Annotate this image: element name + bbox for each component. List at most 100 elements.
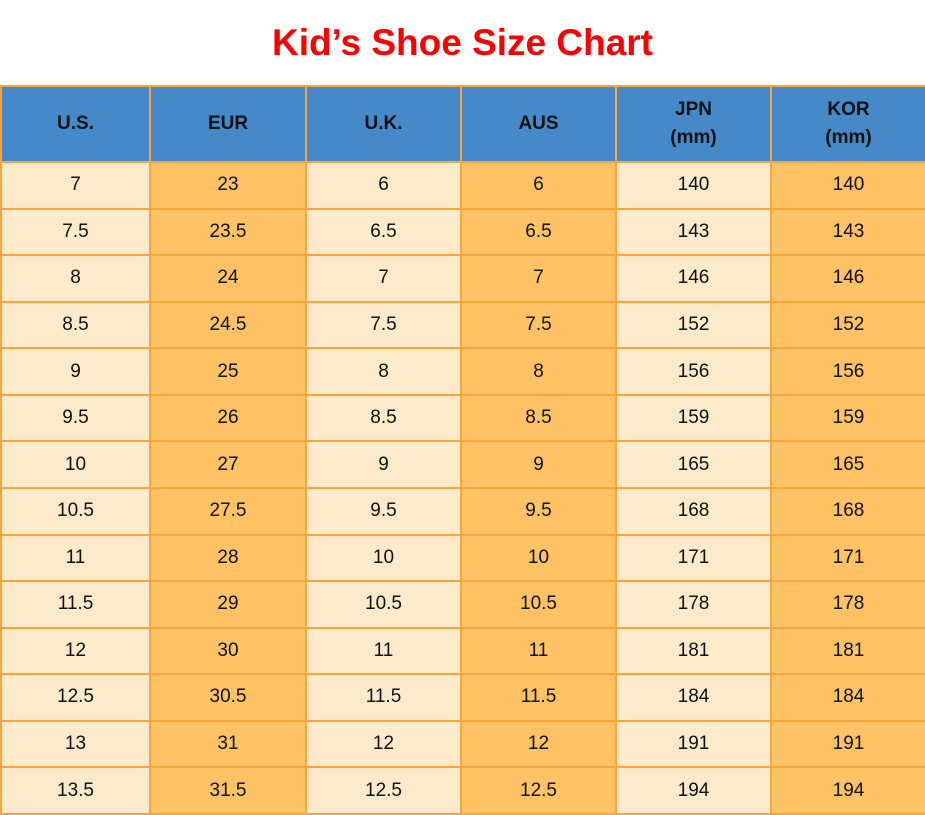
table-cell: 23.5	[149, 207, 307, 257]
table-cell: 6	[305, 161, 462, 210]
column-header-jpn: JPN (mm)	[615, 85, 772, 163]
table-cell: 9.5	[0, 393, 151, 443]
table-cell: 30	[149, 626, 307, 676]
header-row: U.S. EUR U.K. AUS JPN (mm) KOR (mm)	[0, 85, 925, 163]
table-row: 7.5 23.5 6.5 6.5 143 143	[0, 207, 925, 257]
table-row: 9 25 8 8 156 156	[0, 347, 925, 396]
table-cell: 6.5	[305, 207, 462, 257]
table-row: 11 28 10 10 171 171	[0, 533, 925, 583]
table-cell: 31.5	[149, 766, 307, 815]
table-cell: 10	[305, 533, 462, 583]
table-cell: 12.5	[0, 673, 151, 722]
table-cell: 152	[770, 300, 925, 350]
table-cell: 171	[770, 533, 925, 583]
table-cell: 11	[460, 626, 617, 676]
column-header-label: AUS	[518, 113, 559, 135]
table-cell: 26	[149, 393, 307, 443]
table-cell: 7.5	[305, 300, 462, 350]
table-cell: 6.5	[460, 207, 617, 257]
table-cell: 25	[149, 347, 307, 396]
table-cell: 27	[149, 440, 307, 489]
column-header-label: KOR	[827, 99, 870, 121]
table-cell: 13	[0, 719, 151, 769]
column-header-label: U.K.	[364, 113, 403, 135]
table-cell: 12	[0, 626, 151, 676]
table-cell: 9.5	[460, 486, 617, 536]
table-cell: 11	[305, 626, 462, 676]
table-cell: 13.5	[0, 766, 151, 815]
table-row: 8.5 24.5 7.5 7.5 152 152	[0, 300, 925, 350]
table-row: 13 31 12 12 191 191	[0, 719, 925, 769]
table-cell: 184	[770, 673, 925, 722]
table-cell: 31	[149, 719, 307, 769]
table-cell: 12	[305, 719, 462, 769]
column-header-label: EUR	[207, 113, 249, 135]
table-row: 13.5 31.5 12.5 12.5 194 194	[0, 766, 925, 815]
table-cell: 146	[615, 254, 772, 303]
table-cell: 168	[615, 486, 772, 536]
table-cell: 140	[615, 161, 772, 210]
table-cell: 10.5	[305, 580, 462, 629]
column-header-uk: U.K.	[305, 85, 462, 163]
table-cell: 143	[615, 207, 772, 257]
table-cell: 8.5	[0, 300, 151, 350]
column-header-unit: (mm)	[825, 127, 872, 148]
table-cell: 24	[149, 254, 307, 303]
table-cell: 12.5	[305, 766, 462, 815]
table-row: 8 24 7 7 146 146	[0, 254, 925, 303]
shoe-size-chart-table: U.S. EUR U.K. AUS JPN (mm) KOR (mm) 7 23 6 6 140 140…	[0, 85, 925, 815]
column-header-aus: AUS	[460, 85, 617, 163]
table-cell: 181	[770, 626, 925, 676]
table-cell: 194	[770, 766, 925, 815]
table-row: 10.5 27.5 9.5 9.5 168 168	[0, 486, 925, 536]
table-row: 12.5 30.5 11.5 11.5 184 184	[0, 673, 925, 722]
table-cell: 165	[615, 440, 772, 489]
table-row: 11.5 29 10.5 10.5 178 178	[0, 580, 925, 629]
table-cell: 140	[770, 161, 925, 210]
table-row: 7 23 6 6 140 140	[0, 161, 925, 210]
column-header-unit: (mm)	[670, 127, 717, 148]
column-header-kor: KOR (mm)	[770, 85, 925, 163]
column-header-label: JPN	[675, 99, 712, 121]
table-cell: 159	[770, 393, 925, 443]
table-cell: 9.5	[305, 486, 462, 536]
column-header-label: U.S.	[57, 113, 94, 135]
table-cell: 152	[615, 300, 772, 350]
table-body: 7 23 6 6 140 140 7.5 23.5 6.5 6.5 143 143 8 24 7 7 146 14…	[0, 161, 925, 815]
column-header-us: U.S.	[0, 85, 151, 163]
table-cell: 7	[460, 254, 617, 303]
table-cell: 8	[460, 347, 617, 396]
table-cell: 24.5	[149, 300, 307, 350]
table-cell: 7	[305, 254, 462, 303]
table-cell: 7	[0, 161, 151, 210]
table-cell: 7.5	[0, 207, 151, 257]
table-cell: 156	[615, 347, 772, 396]
table-cell: 181	[615, 626, 772, 676]
table-cell: 11.5	[305, 673, 462, 722]
table-cell: 8.5	[460, 393, 617, 443]
table-cell: 10	[0, 440, 151, 489]
table-row: 9.5 26 8.5 8.5 159 159	[0, 393, 925, 443]
table-cell: 11.5	[0, 580, 151, 629]
page-title: Kid’s Shoe Size Chart	[271, 21, 654, 63]
table-cell: 171	[615, 533, 772, 583]
table-cell: 11.5	[460, 673, 617, 722]
table-row: 12 30 11 11 181 181	[0, 626, 925, 676]
table-cell: 143	[770, 207, 925, 257]
table-cell: 8	[0, 254, 151, 303]
table-cell: 165	[770, 440, 925, 489]
table-cell: 11	[0, 533, 151, 583]
table-cell: 168	[770, 486, 925, 536]
table-cell: 10.5	[0, 486, 151, 536]
table-cell: 178	[770, 580, 925, 629]
table-cell: 28	[149, 533, 307, 583]
table-cell: 10	[460, 533, 617, 583]
table-cell: 23	[149, 161, 307, 210]
table-header: U.S. EUR U.K. AUS JPN (mm) KOR (mm)	[0, 85, 925, 163]
table-cell: 29	[149, 580, 307, 629]
table-cell: 7.5	[460, 300, 617, 350]
table-cell: 156	[770, 347, 925, 396]
table-row: 10 27 9 9 165 165	[0, 440, 925, 489]
table-cell: 30.5	[149, 673, 307, 722]
